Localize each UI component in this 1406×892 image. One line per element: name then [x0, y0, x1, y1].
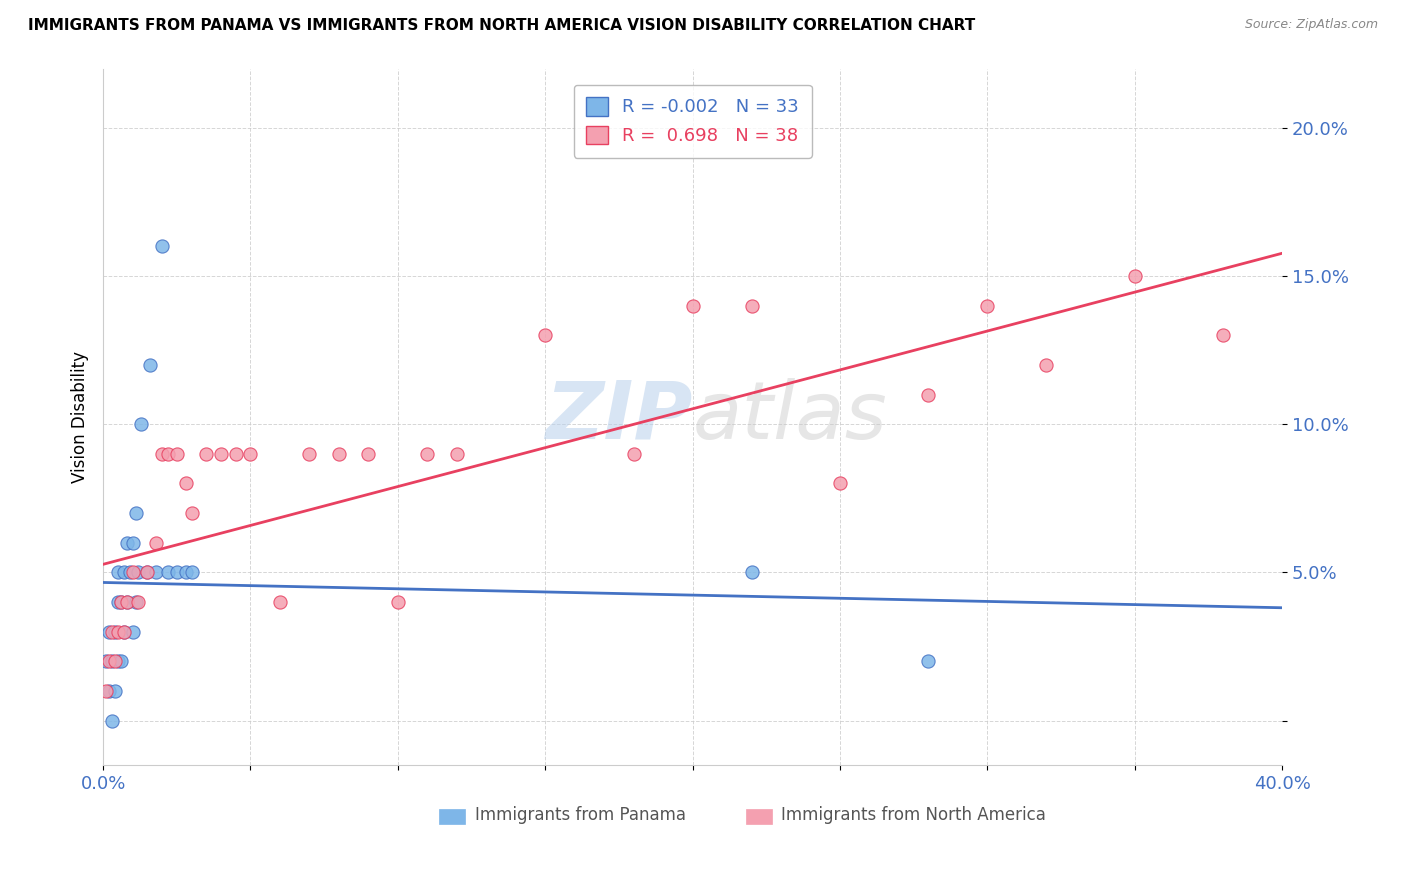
Point — [209, 447, 232, 461]
Bar — [745, 809, 772, 824]
Point — [115, 595, 138, 609]
Point — [269, 595, 291, 609]
Point — [139, 358, 162, 372]
Point — [98, 684, 121, 698]
Point — [121, 535, 143, 549]
Point — [298, 447, 321, 461]
Point — [104, 654, 127, 668]
Point — [741, 566, 763, 580]
Point — [98, 654, 121, 668]
Point — [195, 447, 218, 461]
Point — [112, 624, 135, 639]
Point — [104, 624, 127, 639]
Point — [110, 595, 132, 609]
Point — [156, 447, 179, 461]
Point — [1123, 268, 1146, 283]
Point — [107, 595, 129, 609]
Point — [828, 476, 851, 491]
Point — [150, 447, 173, 461]
Point — [166, 447, 188, 461]
Point — [112, 624, 135, 639]
Point — [166, 566, 188, 580]
Text: IMMIGRANTS FROM PANAMA VS IMMIGRANTS FROM NORTH AMERICA VISION DISABILITY CORREL: IMMIGRANTS FROM PANAMA VS IMMIGRANTS FRO… — [28, 18, 976, 33]
Point — [416, 447, 439, 461]
Point — [94, 684, 117, 698]
Text: Source: ZipAtlas.com: Source: ZipAtlas.com — [1244, 18, 1378, 31]
Point — [118, 566, 141, 580]
Text: Immigrants from Panama: Immigrants from Panama — [474, 806, 686, 824]
Point — [446, 447, 468, 461]
Point — [156, 566, 179, 580]
Point — [682, 299, 704, 313]
Point — [107, 654, 129, 668]
Point — [1212, 328, 1234, 343]
Point — [225, 447, 247, 461]
Point — [101, 714, 124, 728]
Point — [174, 566, 197, 580]
Point — [136, 566, 159, 580]
Point — [107, 566, 129, 580]
Bar — [439, 809, 465, 824]
Y-axis label: Vision Disability: Vision Disability — [72, 351, 89, 483]
Point — [128, 566, 150, 580]
Point — [180, 506, 202, 520]
Legend: R = -0.002   N = 33, R =  0.698   N = 38: R = -0.002 N = 33, R = 0.698 N = 38 — [574, 85, 811, 158]
Point — [180, 566, 202, 580]
Point — [101, 624, 124, 639]
Point — [136, 566, 159, 580]
Point — [98, 624, 121, 639]
Point — [145, 535, 167, 549]
Text: Immigrants from North America: Immigrants from North America — [782, 806, 1046, 824]
Point — [357, 447, 380, 461]
Point — [145, 566, 167, 580]
Point — [110, 595, 132, 609]
Point — [121, 566, 143, 580]
Point — [124, 506, 146, 520]
Point — [534, 328, 557, 343]
Point — [94, 654, 117, 668]
Point — [110, 654, 132, 668]
Point — [741, 299, 763, 313]
Point — [328, 447, 350, 461]
Point — [107, 624, 129, 639]
Point — [239, 447, 262, 461]
Point — [623, 447, 645, 461]
Point — [115, 595, 138, 609]
Point — [115, 535, 138, 549]
Point — [917, 654, 939, 668]
Point — [104, 684, 127, 698]
Point — [387, 595, 409, 609]
Point — [128, 595, 150, 609]
Point — [976, 299, 998, 313]
Text: ZIP: ZIP — [546, 378, 693, 456]
Text: atlas: atlas — [693, 378, 887, 456]
Point — [112, 566, 135, 580]
Point — [124, 595, 146, 609]
Point — [131, 417, 153, 432]
Point — [101, 654, 124, 668]
Point — [174, 476, 197, 491]
Point — [121, 624, 143, 639]
Point — [917, 387, 939, 401]
Point — [150, 239, 173, 253]
Point — [1035, 358, 1057, 372]
